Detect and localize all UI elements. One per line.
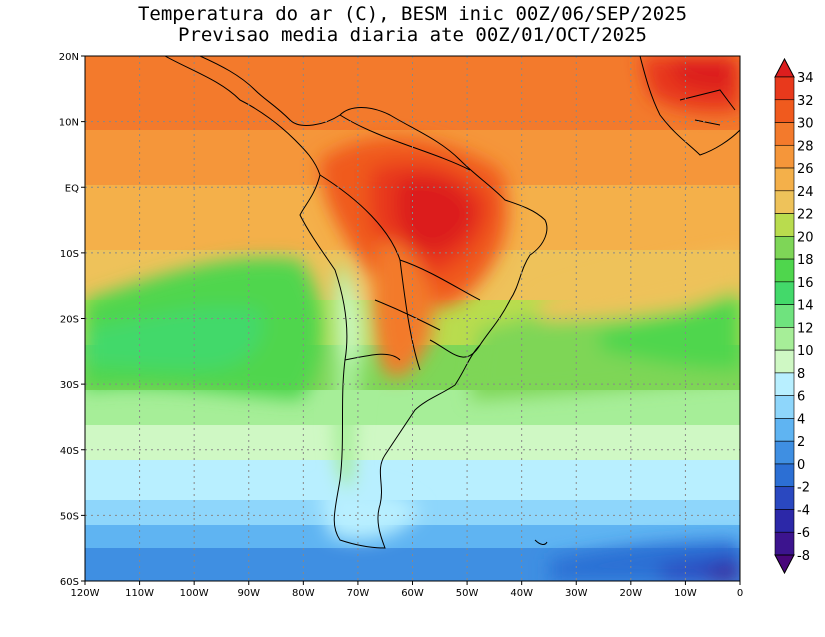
lat-label: 20S	[60, 315, 79, 326]
colorbar-label: 32	[797, 94, 814, 109]
lat-label: 10N	[59, 118, 79, 129]
lon-label: 100W	[180, 588, 209, 599]
colorbar-segment	[774, 99, 795, 123]
graticule	[85, 56, 740, 581]
lat-label: 50S	[60, 511, 79, 522]
lat-label: 40S	[60, 446, 79, 457]
colorbar-label: 0	[797, 458, 805, 473]
colorbar-segment	[774, 76, 795, 101]
colorbar-segment	[774, 236, 795, 260]
colorbar-segment	[774, 486, 795, 510]
lon-label: 30W	[565, 588, 588, 599]
colorbar-segment	[774, 167, 795, 192]
colorbar-segment	[774, 349, 795, 374]
lon-label: 0	[737, 588, 743, 599]
lon-label: 40W	[510, 588, 533, 599]
lon-label: 10W	[674, 588, 697, 599]
colorbar-label: -2	[797, 481, 810, 496]
colorbar-label: -4	[797, 503, 810, 518]
lat-label: 30S	[60, 380, 79, 391]
colorbar-segment	[774, 509, 795, 533]
colorbar-segment	[774, 144, 795, 169]
lon-label: 90W	[237, 588, 260, 599]
colorbar-segment	[774, 258, 795, 283]
lon-label: 110W	[125, 588, 154, 599]
colorbar-segment	[774, 213, 795, 237]
colorbar-label: 12	[797, 321, 814, 336]
colorbar-segment	[774, 327, 795, 351]
lon-label: 120W	[71, 588, 100, 599]
colorbar-arrow-top	[774, 57, 795, 78]
lon-label: 20W	[620, 588, 643, 599]
latitude-labels: 20N 10N EQ 10S 20S 30S 40S 50S 60S	[59, 52, 85, 588]
colorbar-label: 20	[797, 230, 814, 245]
coastlines	[164, 56, 740, 549]
colorbar-label: -6	[797, 526, 810, 541]
lon-label: 60W	[401, 588, 424, 599]
lat-label: 20N	[59, 52, 79, 63]
colorbar-segment	[774, 190, 795, 214]
colorbar-label: 26	[797, 162, 814, 177]
colorbar-label: 6	[797, 390, 805, 405]
colorbar-label: 18	[797, 253, 814, 268]
colorbar-segment	[774, 122, 795, 146]
colorbar-label: 8	[797, 367, 805, 382]
colorbar-label: 34	[797, 71, 814, 86]
temperature-field	[85, 56, 740, 581]
lon-label: 50W	[456, 588, 479, 599]
colorbar-label: 14	[797, 299, 814, 314]
colorbar-segment	[774, 304, 795, 328]
colorbar-label: 2	[797, 435, 805, 450]
colorbar-segment	[774, 531, 795, 556]
colorbar-segment	[774, 372, 795, 396]
colorbar-label: 22	[797, 208, 814, 223]
colorbar-segment	[774, 440, 795, 465]
colorbar-arrow-bottom	[774, 554, 795, 575]
map-title: Temperatura do ar (C), BESM inic 00Z/06/…	[137, 3, 688, 25]
colorbar-label: 28	[797, 139, 814, 154]
lat-label: EQ	[65, 183, 79, 194]
lon-label: 70W	[347, 588, 370, 599]
map-subtitle: Previsao media diaria ate 00Z/01/OCT/202…	[178, 24, 647, 46]
colorbar-segment	[774, 418, 795, 442]
colorbar-segment	[774, 395, 795, 419]
colorbar-label: 10	[797, 344, 814, 359]
colorbar-label: 30	[797, 117, 814, 132]
colorbar-segment	[774, 281, 795, 305]
lon-label: 80W	[292, 588, 315, 599]
lat-label: 60S	[60, 577, 79, 588]
colorbar-label: 24	[797, 185, 814, 200]
colorbar-label: -8	[797, 549, 810, 564]
colorbar-label: 16	[797, 276, 814, 291]
lat-label: 10S	[60, 249, 79, 260]
longitude-labels: 120W 110W 100W 90W 80W 70W 60W 50W 40W 30W 20W 10W 0	[71, 581, 743, 599]
colorbar-label: 4	[797, 412, 805, 427]
colorbar-segment	[774, 463, 795, 488]
